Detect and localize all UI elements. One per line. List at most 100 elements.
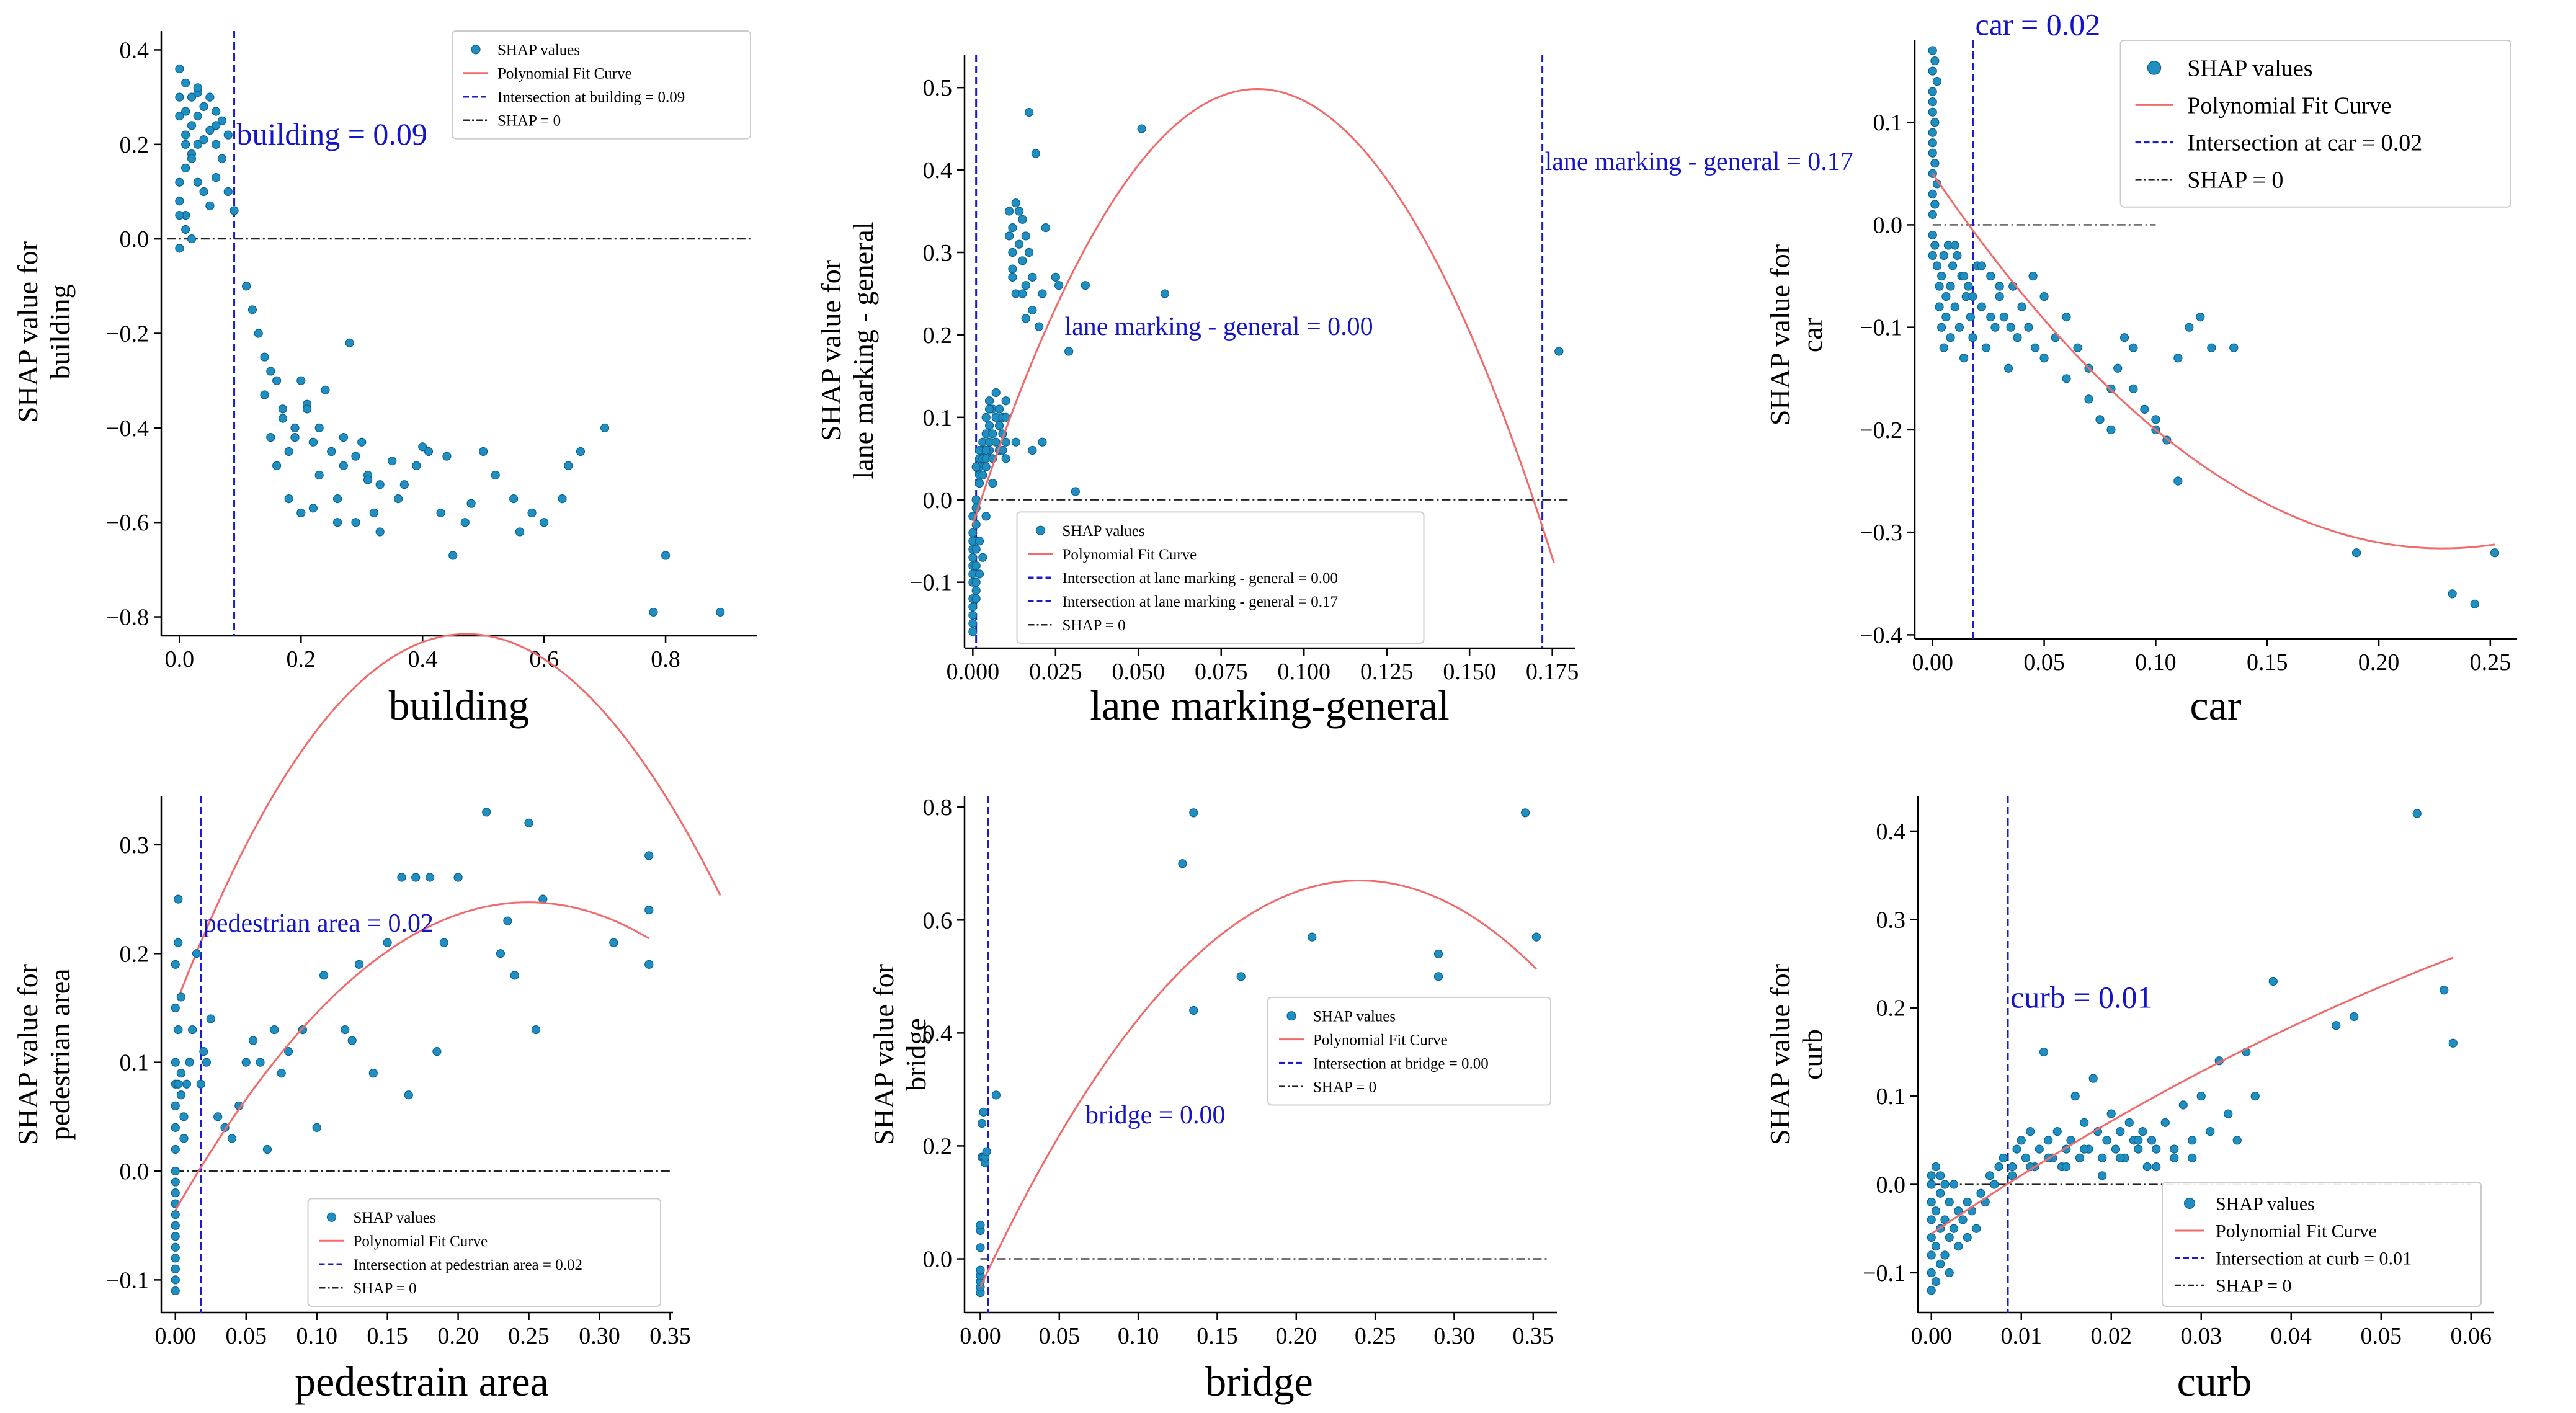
- shap-point: [2095, 415, 2105, 424]
- shap-point: [2412, 809, 2422, 818]
- shap-point: [1953, 251, 1962, 261]
- shap-point: [1927, 1250, 1936, 1260]
- shap-point: [345, 338, 354, 347]
- shap-point: [171, 1264, 180, 1273]
- shap-point: [2332, 1021, 2341, 1030]
- shap-point: [2075, 1153, 2085, 1162]
- y-axis-label-line: SHAP value for: [12, 241, 43, 422]
- intersection-annotation: curb = 0.01: [2010, 980, 2153, 1015]
- shap-point: [442, 452, 452, 461]
- x-tick-label: 0.000: [947, 659, 1000, 685]
- shap-point: [2031, 343, 2040, 352]
- x-tick-label: 0.25: [1355, 1323, 1396, 1349]
- shap-point: [974, 569, 984, 579]
- x-tick-label: 0.06: [2451, 1323, 2492, 1349]
- shap-point: [2080, 1144, 2089, 1154]
- shap-point: [976, 1220, 985, 1229]
- legend: SHAP values Polynomial Fit Curve Intersect…: [452, 30, 751, 140]
- shap-point: [424, 447, 434, 457]
- shap-point: [988, 479, 997, 488]
- shap-point: [2129, 343, 2138, 352]
- y-tick-label: 0.3: [923, 240, 953, 266]
- y-axis-label-line: SHAP value for: [1764, 244, 1796, 426]
- shap-point: [1008, 247, 1017, 257]
- shap-point: [2142, 1162, 2152, 1172]
- shap-point: [984, 396, 994, 406]
- y-tick-label: 0.8: [923, 795, 953, 821]
- legend-entry-label: Intersection at car = 0.02: [2187, 130, 2422, 156]
- shap-point: [171, 1254, 180, 1263]
- shap-point: [2151, 415, 2160, 424]
- shap-point: [181, 140, 190, 149]
- shap-point: [2039, 354, 2049, 363]
- x-tick-label: 0.15: [2247, 649, 2288, 675]
- legend-entry-label: SHAP values: [2187, 56, 2312, 82]
- shap-point: [2206, 1126, 2215, 1136]
- shap-point: [510, 971, 519, 980]
- shap-point: [176, 1069, 186, 1078]
- shap-point: [1051, 272, 1060, 282]
- shap-point: [991, 388, 1001, 398]
- shap-point: [284, 1047, 293, 1056]
- legend-entry-label: SHAP = 0: [1313, 1079, 1376, 1095]
- shap-point: [2017, 302, 2026, 311]
- shap-point: [971, 577, 981, 587]
- shap-point: [319, 971, 329, 980]
- shap-point: [192, 949, 202, 958]
- shap-point: [339, 461, 348, 470]
- x-axis-label: curb: [2177, 1358, 2252, 1405]
- shap-point: [1433, 949, 1443, 959]
- shap-point: [368, 1069, 378, 1078]
- shap-point: [439, 938, 448, 947]
- x-tick-label: 0.05: [2361, 1323, 2402, 1349]
- shap-point: [1930, 241, 1940, 250]
- shap-point: [2196, 1092, 2206, 1101]
- shap-point: [171, 1058, 180, 1067]
- shap-point: [564, 461, 573, 470]
- y-axis-label: SHAP value forbuilding: [12, 241, 76, 422]
- shap-point: [1927, 1232, 1936, 1242]
- shap-point: [272, 376, 282, 385]
- x-tick-label: 0.25: [508, 1323, 550, 1349]
- shap-point: [479, 447, 488, 457]
- shap-point: [397, 873, 406, 882]
- shap-point: [171, 1210, 180, 1219]
- x-tick-label: 0.0: [165, 646, 195, 672]
- shap-point: [175, 64, 184, 74]
- shap-point: [199, 102, 208, 111]
- shap-point: [1968, 292, 1977, 301]
- shap-point: [968, 602, 978, 612]
- shap-point: [982, 1147, 991, 1156]
- shap-point: [327, 447, 336, 457]
- shap-point: [212, 121, 221, 130]
- shap-point: [1189, 1005, 1198, 1015]
- shap-point: [978, 470, 987, 479]
- x-tick-label: 0.2: [287, 646, 316, 672]
- shap-point: [1021, 281, 1030, 290]
- shap-point: [296, 508, 306, 518]
- x-tick-label: 0.15: [1197, 1323, 1238, 1349]
- legend-entry-label: Intersection at pedestrian area = 0.02: [354, 1257, 583, 1273]
- legend-entry-label: SHAP values: [1313, 1008, 1396, 1025]
- shap-point: [1028, 445, 1037, 455]
- shap-point: [2160, 1118, 2170, 1127]
- legend: SHAP values Polynomial Fit Curve Intersect…: [2119, 40, 2512, 208]
- x-tick-label: 0.35: [1513, 1323, 1554, 1349]
- shap-point: [968, 627, 978, 636]
- x-axis-label: bridge: [1205, 1358, 1313, 1405]
- shap-point: [2152, 1162, 2161, 1172]
- shap-point: [2080, 1118, 2089, 1127]
- shap-point: [1035, 322, 1044, 331]
- shap-point: [182, 1079, 192, 1089]
- polynomial-fit-curve: [179, 633, 721, 996]
- intersection-annotation: lane marking - general = 0.00: [1064, 313, 1373, 341]
- x-tick-label: 0.100: [1277, 659, 1330, 685]
- shap-point: [284, 447, 293, 457]
- shap-point: [976, 1265, 985, 1275]
- shap-point: [1927, 1286, 1936, 1295]
- x-axis-label: pedestrain area: [295, 1358, 549, 1405]
- x-tick-label: 0.02: [2091, 1323, 2133, 1349]
- shap-point: [174, 1079, 183, 1089]
- y-tick-label: 0.3: [120, 832, 149, 858]
